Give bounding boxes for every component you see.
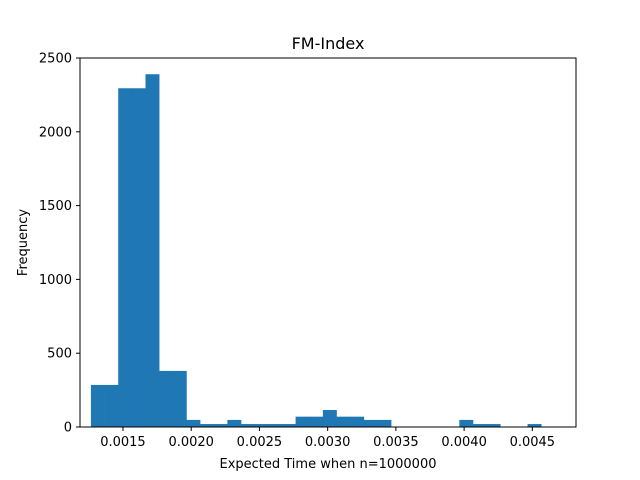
histogram-bar (295, 416, 310, 427)
histogram-bar (322, 410, 337, 427)
x-tick-label: 0.0030 (305, 435, 351, 450)
x-tick-label: 0.0040 (441, 435, 487, 450)
histogram-bar (118, 88, 133, 427)
x-axis-label: Expected Time when n=1000000 (219, 457, 436, 472)
x-tick-label: 0.0025 (237, 435, 283, 450)
histogram-bar (254, 424, 269, 427)
x-tick-label: 0.0020 (168, 435, 214, 450)
histogram-bar (172, 370, 187, 427)
x-axis-ticks: 0.0015 0.0020 0.0025 0.0030 0.0035 0.0040 0.00… (100, 427, 555, 450)
histogram-bar (145, 74, 160, 428)
y-tick-label: 2000 (39, 125, 72, 140)
histogram-bar (459, 419, 474, 427)
histogram-bar (200, 424, 215, 427)
histogram-bar (268, 424, 283, 427)
y-axis-ticks: 0 500 1000 1500 2000 2500 (39, 52, 80, 436)
histogram-bar (104, 384, 119, 427)
histogram-bar (241, 424, 255, 427)
histogram-bar (131, 88, 146, 427)
x-tick-label: 0.0015 (100, 435, 146, 450)
x-tick-label: 0.0045 (510, 435, 556, 450)
histogram-bar (309, 416, 324, 427)
histogram-bar (336, 416, 351, 427)
histogram-bar (186, 419, 201, 427)
histogram-bar (281, 424, 296, 427)
histogram-bar (227, 419, 242, 427)
plot-frame (79, 57, 577, 428)
histogram-bar (472, 424, 487, 427)
y-tick-label: 0 (64, 421, 72, 436)
y-axis-label: Frequency (16, 209, 31, 276)
histogram-bar (350, 416, 365, 427)
y-tick-label: 1000 (39, 273, 72, 288)
histogram-bar (213, 424, 228, 427)
bars-group (90, 74, 542, 428)
y-tick-label: 2500 (39, 52, 72, 67)
histogram-bar (377, 419, 392, 427)
histogram-bar (363, 419, 378, 427)
chart-title: FM-Index (292, 34, 365, 53)
histogram-bar (527, 424, 542, 427)
x-tick-label: 0.0035 (373, 435, 419, 450)
histogram-bar (486, 424, 501, 427)
y-tick-label: 500 (47, 347, 72, 362)
histogram-bar (90, 384, 105, 427)
histogram-bar (159, 370, 174, 427)
y-tick-label: 1500 (39, 199, 72, 214)
